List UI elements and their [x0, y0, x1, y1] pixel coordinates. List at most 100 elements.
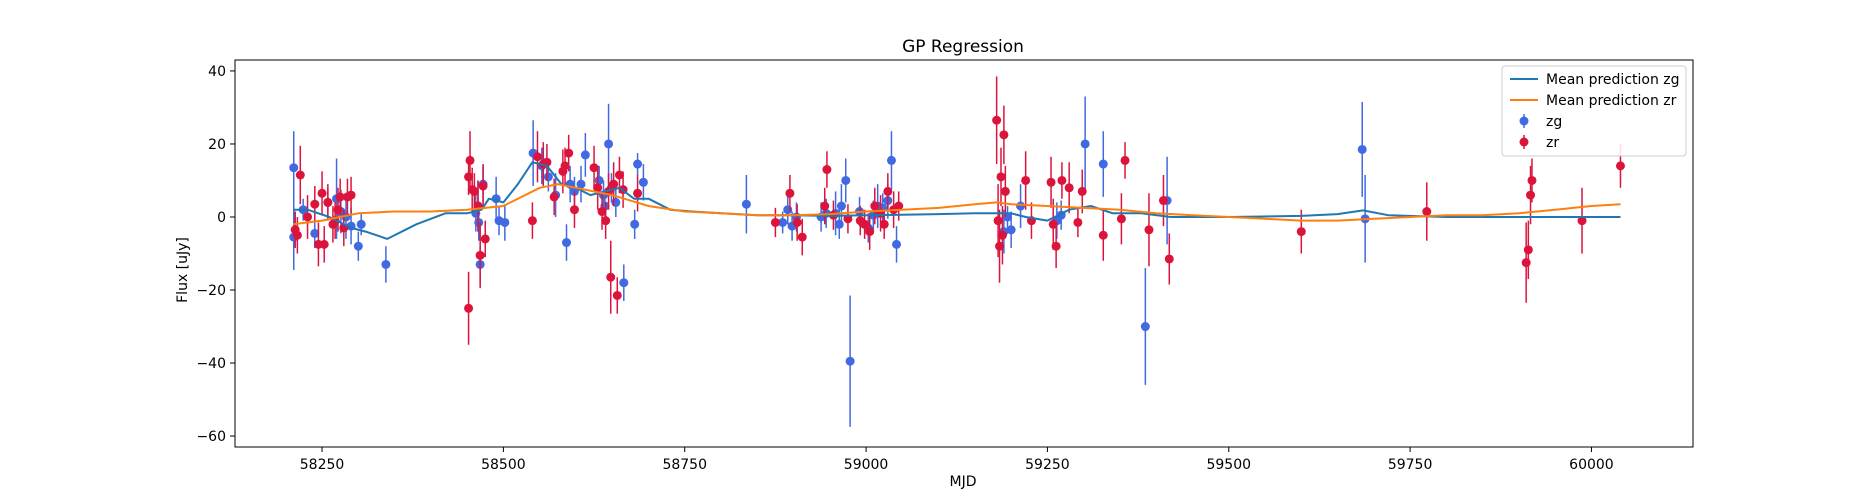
data-point: [346, 190, 356, 200]
data-point: [1357, 144, 1367, 154]
data-point: [1120, 155, 1130, 165]
data-point: [614, 170, 624, 180]
data-point: [836, 201, 846, 211]
y-axis: −60 −40 −20 0 20 40: [196, 64, 235, 445]
legend-label: Mean prediction zg: [1546, 72, 1680, 88]
data-point: [845, 356, 855, 366]
data-point: [611, 197, 621, 207]
data-point: [564, 148, 574, 158]
y-tick-label: −60: [196, 429, 226, 445]
data-point: [834, 219, 844, 229]
data-point: [478, 181, 488, 191]
data-point: [1073, 217, 1083, 227]
data-point: [1116, 214, 1126, 224]
mean-prediction-line: [292, 183, 1621, 226]
data-point: [580, 150, 590, 160]
data-point: [480, 234, 490, 244]
data-point: [633, 188, 643, 198]
x-axis-label: MJD: [950, 474, 977, 490]
data-point: [1422, 207, 1432, 217]
data-point: [820, 201, 830, 211]
plot-area: [289, 76, 1625, 427]
legend-label: zr: [1546, 135, 1559, 151]
data-point: [319, 239, 329, 249]
data-point: [892, 239, 902, 249]
data-point: [797, 232, 807, 242]
data-point: [860, 219, 870, 229]
data-point: [500, 217, 510, 227]
legend-label: zg: [1546, 114, 1562, 130]
data-point: [619, 278, 629, 288]
legend-marker-swatch: [1519, 116, 1529, 126]
data-point: [770, 217, 780, 227]
data-point: [1098, 159, 1108, 169]
series-zg: [289, 96, 1370, 427]
data-point: [997, 230, 1007, 240]
legend: Mean prediction zg Mean prediction zr zg zr: [1501, 65, 1687, 157]
data-point: [822, 165, 832, 175]
mean-prediction-line: [293, 161, 1621, 240]
data-point: [303, 212, 313, 222]
data-point: [576, 179, 586, 189]
data-point: [1064, 183, 1074, 193]
data-point: [292, 230, 302, 240]
data-point: [894, 201, 904, 211]
data-point: [1144, 225, 1154, 235]
data-point: [999, 130, 1009, 140]
data-point: [549, 192, 559, 202]
legend-marker-swatch: [1519, 137, 1529, 147]
data-point: [560, 161, 570, 171]
data-point: [638, 177, 648, 187]
data-point: [792, 217, 802, 227]
data-point: [323, 197, 333, 207]
data-point: [532, 152, 542, 162]
data-point: [569, 205, 579, 215]
plot-frame: [234, 59, 1694, 448]
data-point: [841, 175, 851, 185]
x-tick-label: 60000: [1569, 457, 1614, 473]
chart-title: GP Regression: [902, 37, 1024, 57]
data-point: [1527, 175, 1537, 185]
data-point: [1016, 201, 1026, 211]
data-point: [630, 219, 640, 229]
data-point: [1046, 177, 1056, 187]
data-point: [996, 172, 1006, 182]
data-point: [870, 201, 880, 211]
x-tick-label: 58250: [300, 457, 345, 473]
data-point: [589, 163, 599, 173]
data-point: [1526, 190, 1536, 200]
data-point: [1006, 225, 1016, 235]
data-point: [993, 216, 1003, 226]
data-point: [594, 175, 604, 185]
data-point: [475, 250, 485, 260]
data-point: [310, 228, 320, 238]
data-point: [465, 155, 475, 165]
data-point: [469, 186, 479, 196]
x-tick-label: 59250: [1025, 457, 1070, 473]
data-point: [593, 183, 603, 193]
data-point: [1140, 322, 1150, 332]
data-point: [1077, 186, 1087, 196]
data-point: [464, 303, 474, 313]
data-point: [1057, 175, 1067, 185]
data-point: [1164, 254, 1174, 264]
data-point: [609, 179, 619, 189]
data-point: [1577, 216, 1587, 226]
data-point: [865, 227, 875, 237]
data-point: [1000, 186, 1010, 196]
data-point: [886, 155, 896, 165]
y-tick-label: −40: [196, 356, 226, 372]
data-point: [543, 172, 553, 182]
y-tick-label: 20: [208, 137, 226, 153]
data-point: [333, 205, 343, 215]
series-zr: [290, 76, 1625, 345]
data-point: [1523, 245, 1533, 255]
data-point: [353, 241, 363, 251]
data-point: [633, 159, 643, 169]
data-point: [1098, 230, 1108, 240]
data-point: [527, 216, 537, 226]
data-point: [1158, 196, 1168, 206]
x-tick-label: 59000: [844, 457, 889, 473]
data-point: [606, 272, 616, 282]
data-point: [289, 163, 299, 173]
